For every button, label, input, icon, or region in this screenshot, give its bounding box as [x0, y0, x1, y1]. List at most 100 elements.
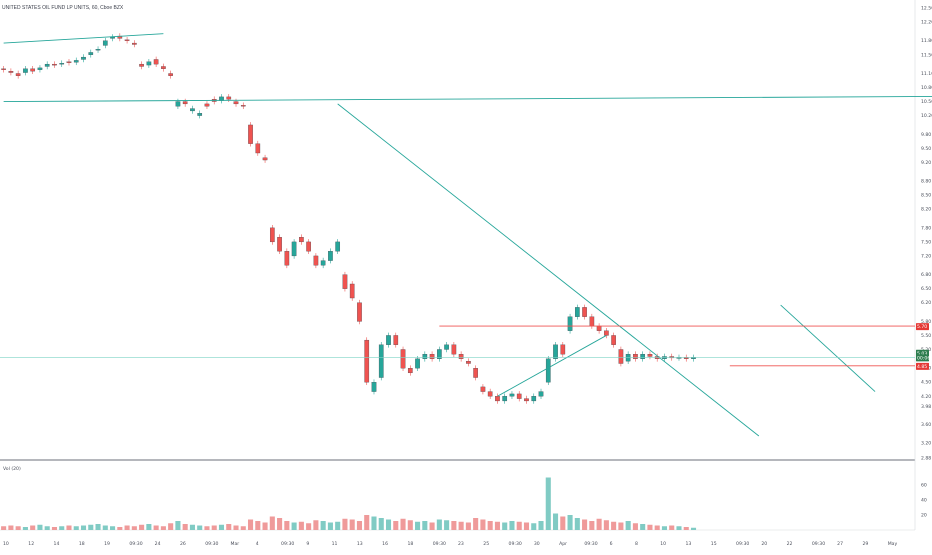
candle-body[interactable]	[102, 40, 108, 46]
candle-body[interactable]	[269, 227, 275, 243]
volume-bar	[393, 521, 399, 530]
candle-body[interactable]	[364, 339, 370, 383]
candle-body[interactable]	[124, 39, 130, 41]
candle-body[interactable]	[349, 283, 355, 299]
candle-body[interactable]	[335, 241, 341, 252]
candle-body[interactable]	[95, 49, 101, 51]
candle-body[interactable]	[589, 316, 595, 327]
candle-body[interactable]	[146, 61, 152, 66]
candle-body[interactable]	[168, 73, 173, 76]
candle-body[interactable]	[422, 354, 428, 359]
candle-body[interactable]	[378, 344, 384, 378]
candle-body[interactable]	[81, 56, 86, 60]
candle-body[interactable]	[509, 393, 515, 397]
volume-bar	[211, 525, 217, 530]
candle-body[interactable]	[262, 157, 268, 161]
candle-body[interactable]	[545, 358, 551, 383]
candle-body[interactable]	[88, 52, 94, 55]
candle-body[interactable]	[204, 103, 210, 107]
candle-body[interactable]	[437, 349, 442, 359]
candle-body[interactable]	[473, 368, 478, 378]
candle-body[interactable]	[553, 344, 558, 359]
candle-body[interactable]	[66, 61, 72, 63]
candle-body[interactable]	[153, 59, 159, 65]
candle-body[interactable]	[328, 251, 333, 261]
candle-body[interactable]	[139, 63, 144, 67]
candle-body[interactable]	[429, 354, 435, 359]
candle-body[interactable]	[538, 391, 544, 397]
candle-body[interactable]	[255, 143, 261, 154]
candle-body[interactable]	[190, 108, 195, 112]
trendline-upper-channel[interactable]	[3, 33, 164, 44]
candle-body[interactable]	[531, 396, 537, 402]
candle-body[interactable]	[306, 241, 311, 252]
candle-body[interactable]	[407, 368, 413, 374]
candle-body[interactable]	[458, 354, 464, 359]
volume-bar	[102, 525, 108, 530]
candle-body[interactable]	[647, 354, 653, 357]
candle-body[interactable]	[618, 349, 624, 364]
candle-body[interactable]	[516, 393, 522, 399]
candle-body[interactable]	[393, 335, 399, 345]
candle-body[interactable]	[495, 396, 500, 402]
candle-body[interactable]	[8, 70, 14, 73]
candle-body[interactable]	[633, 354, 638, 359]
trendline-short-descending[interactable]	[780, 304, 876, 392]
volume-bar	[146, 524, 152, 530]
candle-body[interactable]	[567, 316, 573, 331]
candle-body[interactable]	[175, 101, 181, 107]
candle-body[interactable]	[560, 344, 566, 355]
candle-body[interactable]	[487, 391, 493, 397]
candle-body[interactable]	[23, 68, 28, 73]
candle-body[interactable]	[444, 344, 449, 350]
candle-body[interactable]	[415, 358, 420, 369]
candle-body[interactable]	[1, 68, 6, 70]
candle-body[interactable]	[52, 63, 57, 66]
candle-body[interactable]	[357, 302, 362, 322]
volume-bar	[8, 525, 14, 530]
candle-body[interactable]	[400, 349, 406, 369]
candle-body[interactable]	[226, 96, 232, 100]
candle-body[interactable]	[596, 325, 602, 331]
candle-body[interactable]	[640, 354, 646, 359]
time-tick-label: 10	[3, 541, 9, 547]
candle-body[interactable]	[132, 42, 137, 45]
candle-body[interactable]	[502, 396, 508, 402]
candle-body[interactable]	[30, 68, 36, 72]
candle-body[interactable]	[342, 274, 348, 289]
candle-body[interactable]	[386, 335, 391, 345]
candle-body[interactable]	[248, 124, 253, 144]
candle-body[interactable]	[320, 260, 326, 266]
candle-body[interactable]	[299, 237, 304, 243]
candle-body[interactable]	[277, 237, 282, 252]
candle-body[interactable]	[15, 73, 21, 76]
price-tick-label: 7.20	[921, 253, 931, 259]
candle-body[interactable]	[291, 241, 297, 257]
candle-body[interactable]	[574, 307, 580, 317]
candle-body[interactable]	[197, 113, 203, 116]
candle-body[interactable]	[582, 307, 587, 317]
candle-body[interactable]	[182, 101, 188, 105]
candle-body[interactable]	[73, 60, 79, 63]
candle-body[interactable]	[44, 63, 50, 67]
candle-body[interactable]	[233, 101, 239, 105]
price-tick-label: 3.98	[921, 404, 931, 410]
candle-body[interactable]	[284, 251, 290, 266]
candle-body[interactable]	[240, 105, 246, 107]
candle-body[interactable]	[161, 66, 166, 69]
candle-body[interactable]	[313, 255, 319, 266]
candle-body[interactable]	[59, 63, 65, 65]
trendline-descending[interactable]	[337, 103, 760, 437]
trendline-rising-support[interactable]	[497, 335, 607, 397]
candle-body[interactable]	[466, 361, 471, 364]
candle-body[interactable]	[37, 67, 43, 70]
trendline-horizontal-resistance[interactable]	[3, 95, 932, 103]
candle-body[interactable]	[371, 382, 377, 392]
candle-body[interactable]	[451, 344, 457, 355]
candle-body[interactable]	[524, 398, 529, 402]
candle-body[interactable]	[604, 330, 609, 336]
candle-body[interactable]	[611, 335, 616, 345]
candle-body[interactable]	[480, 386, 486, 392]
